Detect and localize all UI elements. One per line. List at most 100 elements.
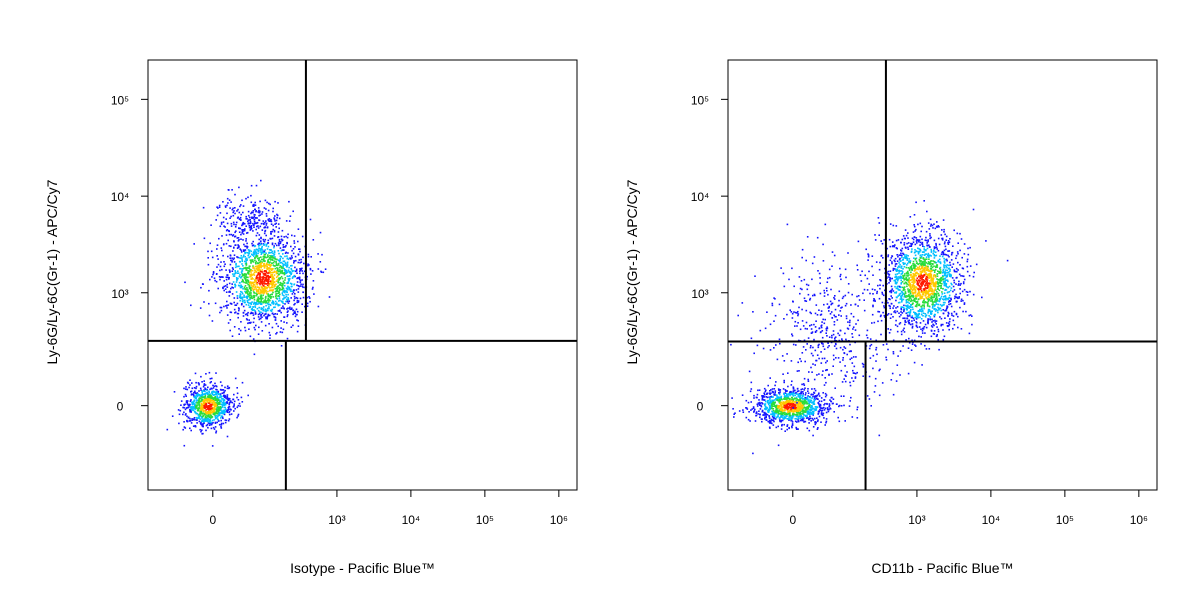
event-dot: [883, 305, 885, 307]
event-dot: [258, 238, 260, 241]
event-dot: [225, 419, 228, 422]
event-dot: [915, 201, 917, 204]
event-dot: [273, 281, 276, 283]
event-dot: [274, 288, 277, 290]
event-dot: [254, 328, 256, 331]
event-dot: [905, 312, 908, 315]
event-dot: [219, 269, 221, 272]
event-dot: [918, 285, 921, 287]
event-dot: [288, 278, 291, 280]
event-dot: [220, 306, 223, 309]
event-dot: [240, 249, 242, 252]
event-dot: [271, 312, 274, 315]
event-dot: [195, 387, 197, 390]
event-dot: [949, 270, 951, 272]
event-dot: [930, 255, 932, 257]
event-dot: [935, 261, 937, 264]
event-dot: [261, 245, 263, 248]
event-dot: [247, 210, 250, 213]
event-dot: [266, 278, 268, 281]
x-tick-label: 10⁴: [402, 513, 421, 527]
event-dot: [257, 250, 259, 253]
event-dot: [896, 247, 898, 250]
event-dot: [199, 307, 202, 309]
event-dot: [756, 403, 759, 406]
event-dot: [240, 290, 242, 293]
event-dot: [231, 401, 234, 404]
event-dot: [807, 417, 809, 419]
event-dot: [945, 307, 948, 310]
event-dot: [963, 278, 966, 281]
event-dot: [910, 304, 912, 306]
event-dot: [190, 390, 193, 393]
event-dot: [267, 218, 269, 221]
event-dot: [929, 267, 932, 270]
event-dot: [232, 268, 234, 271]
event-dot: [258, 245, 260, 247]
event-dot: [211, 422, 213, 425]
event-dot: [912, 294, 914, 297]
event-dot: [284, 303, 286, 305]
event-dot: [276, 216, 278, 219]
event-dot: [947, 243, 950, 245]
event-dot: [241, 278, 244, 281]
event-dot: [190, 419, 192, 422]
event-dot: [185, 386, 187, 388]
event-dot: [925, 289, 928, 292]
event-dot: [260, 253, 263, 255]
event-dot: [279, 242, 282, 245]
event-dot: [238, 239, 240, 241]
event-dot: [946, 291, 949, 294]
event-dot: [968, 332, 971, 335]
event-dot: [768, 415, 770, 417]
event-dot: [960, 275, 962, 277]
event-dot: [283, 294, 285, 297]
event-dot: [225, 242, 228, 245]
event-dot: [260, 302, 263, 305]
event-dot: [923, 268, 925, 271]
event-dot: [921, 282, 923, 284]
event-dot: [290, 283, 293, 285]
event-dot: [220, 412, 222, 414]
event-dot: [267, 282, 269, 284]
event-dot: [909, 313, 911, 316]
event-dot: [767, 420, 769, 423]
event-dot: [930, 250, 933, 252]
event-dot: [252, 259, 254, 261]
event-dot: [921, 263, 923, 266]
event-dot: [263, 256, 266, 258]
event-dot: [949, 268, 951, 271]
event-dot: [817, 410, 820, 413]
event-dot: [257, 211, 259, 213]
event-dot: [947, 240, 950, 242]
event-dot: [791, 421, 794, 423]
event-dot: [265, 263, 268, 266]
event-dot: [279, 241, 282, 243]
event-dot: [244, 273, 246, 276]
event-dot: [945, 265, 948, 268]
event-dot: [261, 282, 264, 285]
event-dot: [927, 286, 929, 288]
event-dot: [280, 327, 282, 329]
event-dot: [892, 267, 895, 270]
event-dot: [911, 268, 914, 271]
event-dot: [953, 269, 956, 271]
event-dot: [918, 265, 921, 268]
event-dot: [228, 408, 230, 410]
event-dot: [928, 228, 931, 230]
event-dot: [935, 320, 938, 322]
event-dot: [252, 244, 255, 246]
event-dot: [907, 267, 910, 269]
event-dot: [928, 314, 930, 317]
event-dot: [248, 226, 251, 229]
event-dot: [955, 300, 958, 303]
event-dot: [938, 300, 941, 303]
event-dot: [210, 407, 213, 409]
event-dot: [922, 268, 925, 271]
event-dot: [258, 290, 260, 293]
event-dot: [224, 288, 227, 290]
event-dot: [906, 273, 908, 275]
event-dot: [216, 404, 219, 407]
event-dot: [220, 424, 223, 426]
event-dot: [742, 409, 744, 411]
